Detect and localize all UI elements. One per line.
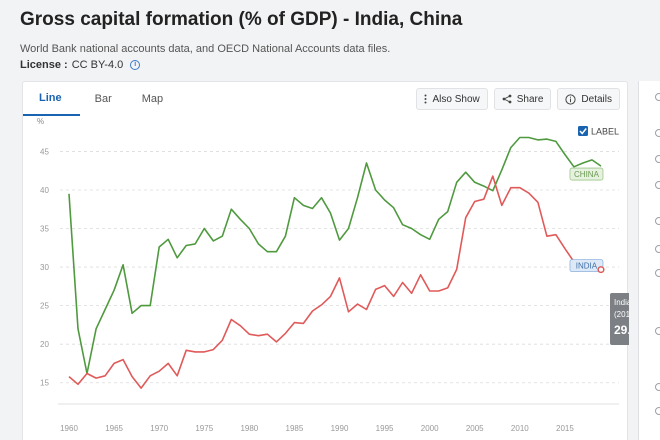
line-chart: % 15 20 25 30 35 40 45 1960 1965 1970 1975 1980 1985 1… — [37, 117, 660, 433]
rail-item[interactable] — [655, 217, 660, 225]
rail-item[interactable] — [655, 93, 660, 101]
rail-item[interactable] — [655, 407, 660, 415]
y-tick-label: 20 — [40, 340, 49, 349]
source-note: World Bank national accounts data, and O… — [20, 43, 391, 55]
tooltip-name: India — [614, 298, 629, 307]
series-end-label-box — [569, 259, 604, 273]
license-row: License : CC BY-4.0 i — [20, 59, 141, 71]
y-tick-label: 40 — [40, 186, 49, 195]
y-tick-label: 25 — [40, 302, 49, 311]
tab-bar[interactable]: Bar — [94, 93, 112, 105]
details-button[interactable]: Details — [557, 88, 620, 110]
info-icon[interactable]: i — [130, 60, 141, 70]
share-icon — [502, 94, 512, 104]
chart-toolbar: Also Show Share Details — [416, 88, 620, 110]
info-circle-icon — [565, 93, 577, 105]
series-line-china — [68, 136, 602, 375]
also-show-button[interactable]: Also Show — [416, 88, 488, 110]
y-tick-label: 45 — [40, 147, 49, 156]
tab-map[interactable]: Map — [141, 93, 164, 105]
x-tick-label: 1960 — [60, 424, 78, 433]
x-tick-label: 1980 — [240, 424, 258, 433]
x-tick-label: 1995 — [376, 424, 394, 433]
label-checkbox-text: LABEL — [591, 127, 619, 137]
chart-area: % 15 20 25 30 35 40 45 1960 1965 1970 1975 1980 1985 1… — [23, 116, 660, 440]
details-label: Details — [581, 93, 612, 105]
rail-item[interactable] — [655, 129, 660, 137]
y-tick-label: 30 — [40, 263, 49, 272]
rail-item[interactable] — [655, 181, 660, 189]
tooltip-value: 29.668 — [614, 323, 629, 337]
series-end-label: INDIA — [576, 262, 598, 271]
y-tick-label: 35 — [40, 225, 49, 234]
rail-item[interactable] — [655, 269, 660, 277]
share-label: Share — [516, 93, 544, 105]
tooltip-year: (2019) — [614, 310, 629, 319]
checkmark-icon — [579, 128, 587, 135]
x-tick-label: 1985 — [286, 424, 304, 433]
license-value[interactable]: CC BY-4.0 — [71, 59, 124, 71]
x-tick-label: 1965 — [105, 424, 123, 433]
chart-card: Line Bar Map Also Show Share Details % 15… — [22, 81, 660, 440]
right-rail — [638, 81, 660, 440]
tab-line[interactable]: Line — [23, 82, 80, 116]
y-axis-label: % — [37, 117, 44, 126]
x-tick-label: 1975 — [195, 424, 213, 433]
series-line-india — [68, 175, 602, 389]
series-end-label: CHINA — [574, 170, 600, 179]
page-title: Gross capital formation (% of GDP) - Ind… — [20, 9, 463, 30]
x-tick-label: 2010 — [511, 424, 529, 433]
rail-item[interactable] — [655, 245, 660, 253]
x-tick-label: 2000 — [421, 424, 439, 433]
x-tick-label: 1970 — [150, 424, 168, 433]
share-button[interactable]: Share — [493, 88, 552, 110]
rail-item[interactable] — [655, 327, 660, 335]
series-end-label-box — [569, 167, 604, 181]
rail-item[interactable] — [655, 155, 660, 163]
kebab-icon — [424, 94, 427, 104]
license-label: License : — [20, 59, 68, 71]
hover-point[interactable] — [597, 266, 605, 274]
label-checkbox[interactable] — [578, 126, 588, 136]
y-tick-label: 15 — [40, 379, 49, 388]
x-tick-label: 2005 — [466, 424, 484, 433]
chart-tabs: Line Bar Map — [23, 82, 178, 116]
x-tick-label: 1990 — [331, 424, 349, 433]
rail-item[interactable] — [655, 383, 660, 391]
x-tick-label: 2015 — [556, 424, 574, 433]
also-show-label: Also Show — [432, 93, 480, 105]
